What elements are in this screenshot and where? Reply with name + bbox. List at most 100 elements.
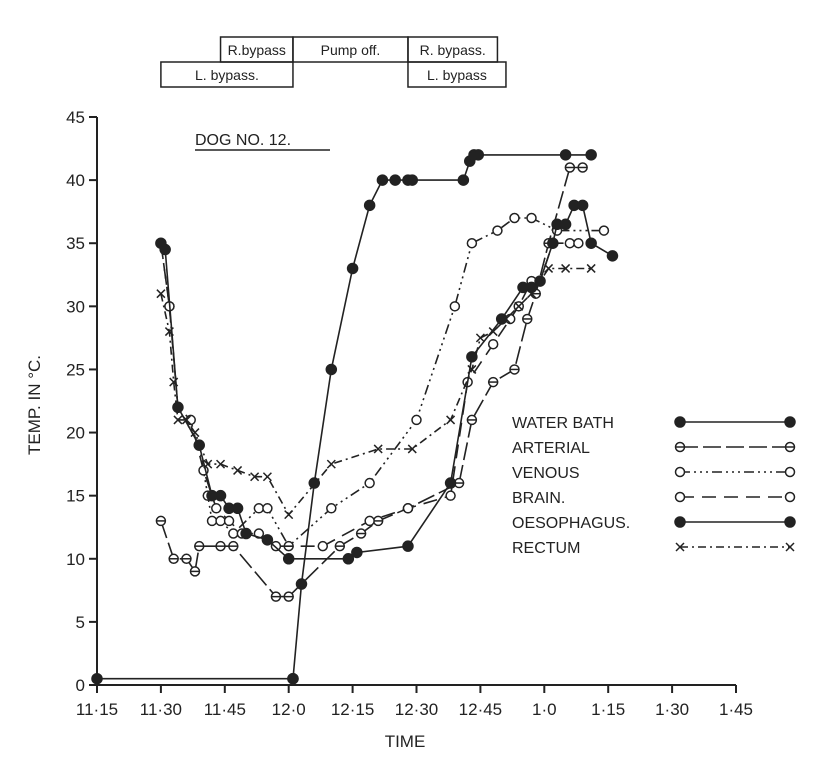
data-point-arterial bbox=[229, 542, 238, 551]
series-line-arterial bbox=[161, 168, 583, 597]
data-point-rectum bbox=[234, 466, 242, 474]
y-tick-label: 20 bbox=[66, 424, 85, 443]
legend-label-arterial: ARTERIAL bbox=[512, 440, 590, 457]
data-point-brain bbox=[403, 504, 412, 513]
x-tick-label: 11·45 bbox=[204, 700, 246, 719]
x-tick-label: 1·30 bbox=[655, 700, 689, 719]
x-tick-label: 11·30 bbox=[140, 700, 182, 719]
data-point-arterial bbox=[271, 592, 280, 601]
data-point-arterial bbox=[335, 542, 344, 551]
data-point-oesophagus bbox=[607, 251, 617, 261]
legend-label-water-bath: WATER BATH bbox=[512, 415, 614, 432]
series-arterial bbox=[156, 163, 587, 601]
data-point-oesophagus bbox=[561, 219, 571, 229]
series-oesophagus bbox=[156, 200, 618, 563]
data-point-venous bbox=[527, 213, 536, 222]
legend-marker-water-bath bbox=[785, 417, 795, 427]
data-point-oesophagus bbox=[262, 535, 272, 545]
data-point-rectum bbox=[285, 511, 293, 519]
data-point-rectum bbox=[327, 460, 335, 468]
x-tick-label: 1·0 bbox=[532, 700, 557, 719]
data-point-venous bbox=[327, 504, 336, 513]
data-point-brain bbox=[318, 542, 327, 551]
x-tick-label: 1·15 bbox=[591, 700, 625, 719]
y-tick-label: 15 bbox=[66, 487, 85, 506]
data-point-rectum bbox=[263, 473, 271, 481]
data-point-oesophagus bbox=[160, 245, 170, 255]
data-point-oesophagus bbox=[535, 276, 545, 286]
data-point-venous bbox=[599, 226, 608, 235]
data-point-venous bbox=[229, 529, 238, 538]
y-tick-label: 5 bbox=[76, 613, 85, 632]
data-point-arterial bbox=[489, 378, 498, 387]
data-point-arterial bbox=[195, 542, 204, 551]
data-point-arterial bbox=[357, 529, 366, 538]
data-point-brain bbox=[565, 239, 574, 248]
data-point-venous bbox=[216, 516, 225, 525]
data-point-brain bbox=[446, 491, 455, 500]
data-point-arterial bbox=[182, 554, 191, 563]
data-point-water-bath bbox=[288, 674, 298, 684]
x-tick-label: 12·15 bbox=[331, 700, 374, 719]
legend-marker-oesophagus bbox=[675, 517, 685, 527]
data-point-venous bbox=[208, 516, 217, 525]
legend-label-brain: BRAIN. bbox=[512, 490, 565, 507]
phase-label: R.bypass bbox=[228, 42, 286, 58]
data-point-arterial bbox=[565, 163, 574, 172]
data-point-arterial bbox=[284, 592, 293, 601]
y-tick-label: 40 bbox=[66, 171, 85, 190]
data-point-water-bath bbox=[561, 150, 571, 160]
data-point-oesophagus bbox=[403, 541, 413, 551]
legend-marker-brain bbox=[676, 493, 685, 502]
data-point-water-bath bbox=[586, 150, 596, 160]
legend-marker-venous bbox=[676, 468, 685, 477]
data-point-brain bbox=[212, 504, 221, 513]
data-point-arterial bbox=[578, 163, 587, 172]
data-point-oesophagus bbox=[548, 238, 558, 248]
phase-label: R. bypass. bbox=[420, 42, 486, 58]
legend-marker-arterial bbox=[676, 443, 685, 452]
data-point-brain bbox=[489, 340, 498, 349]
data-point-water-bath bbox=[365, 200, 375, 210]
data-point-oesophagus bbox=[578, 200, 588, 210]
data-point-water-bath bbox=[377, 175, 387, 185]
x-tick-label: 1·45 bbox=[719, 700, 753, 719]
data-point-oesophagus bbox=[241, 529, 251, 539]
data-point-water-bath bbox=[390, 175, 400, 185]
data-point-oesophagus bbox=[233, 503, 243, 513]
x-tick-label: 12·30 bbox=[395, 700, 438, 719]
data-point-arterial bbox=[374, 516, 383, 525]
data-point-arterial bbox=[156, 516, 165, 525]
data-point-venous bbox=[450, 302, 459, 311]
tick-marks-and-labels: 05101520253035404511·15 11·30 11·45 12·0 12·… bbox=[66, 108, 753, 719]
axes bbox=[97, 117, 736, 685]
legend-marker-venous bbox=[786, 468, 795, 477]
data-point-brain bbox=[574, 239, 583, 248]
phase-label: L. bypass. bbox=[195, 67, 259, 83]
legend-marker-brain bbox=[786, 493, 795, 502]
data-point-venous bbox=[493, 226, 502, 235]
data-point-venous bbox=[263, 504, 272, 513]
data-point-oesophagus bbox=[173, 402, 183, 412]
data-point-oesophagus bbox=[467, 352, 477, 362]
legend-label-rectum: RECTUM bbox=[512, 540, 580, 557]
legend-marker-water-bath bbox=[675, 417, 685, 427]
legend: WATER BATHARTERIALVENOUSBRAIN.OESOPHAGUS… bbox=[512, 415, 795, 557]
data-point-venous bbox=[254, 504, 263, 513]
legend-marker-rectum bbox=[786, 543, 794, 551]
x-tick-label: 12·0 bbox=[272, 700, 306, 719]
data-point-arterial bbox=[216, 542, 225, 551]
data-point-water-bath bbox=[348, 263, 358, 273]
data-point-water-bath bbox=[458, 175, 468, 185]
y-tick-label: 45 bbox=[66, 108, 85, 127]
data-point-venous bbox=[365, 479, 374, 488]
data-point-water-bath bbox=[92, 674, 102, 684]
legend-label-venous: VENOUS bbox=[512, 465, 580, 482]
y-tick-label: 0 bbox=[76, 676, 85, 695]
x-tick-label: 11·15 bbox=[76, 700, 118, 719]
data-point-arterial bbox=[169, 554, 178, 563]
data-point-oesophagus bbox=[194, 440, 204, 450]
data-point-water-bath bbox=[326, 364, 336, 374]
legend-marker-arterial bbox=[786, 443, 795, 452]
